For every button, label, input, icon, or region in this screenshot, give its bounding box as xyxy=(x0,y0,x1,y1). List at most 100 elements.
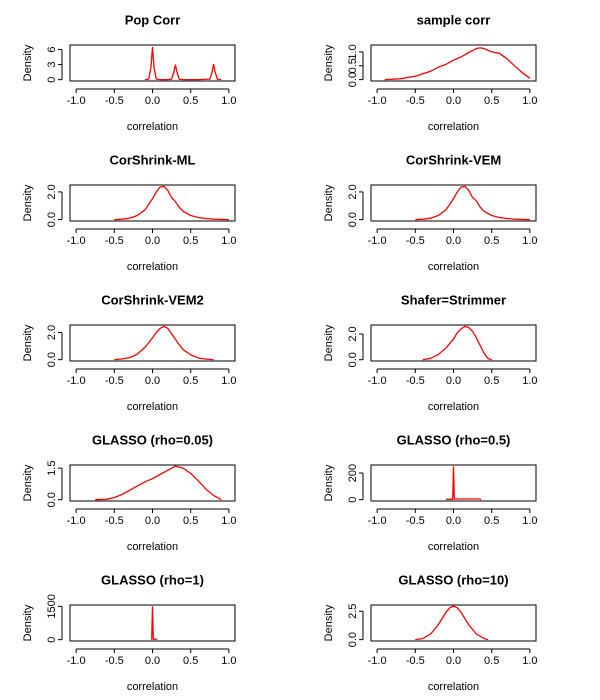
x-axis-label: correlation xyxy=(127,401,178,413)
x-axis-label: correlation xyxy=(127,681,178,693)
chart-title: Shafer=Strimmer xyxy=(401,292,506,307)
x-tick-label: 0.0 xyxy=(145,95,160,107)
x-tick-label: -0.5 xyxy=(406,235,425,247)
plot-box xyxy=(370,44,537,82)
plot-box xyxy=(370,184,537,222)
x-tick-label: 0.0 xyxy=(145,235,160,247)
x-axis-label: correlation xyxy=(428,261,479,273)
x-axis-label: correlation xyxy=(428,121,479,133)
x-tick-label: 0.5 xyxy=(183,375,198,387)
y-axis-label: Density xyxy=(22,604,34,641)
density-line xyxy=(384,47,531,81)
x-axis-label: correlation xyxy=(127,121,178,133)
x-tick-label: -0.5 xyxy=(105,655,124,667)
x-tick-label: -1.0 xyxy=(67,515,86,527)
density-line xyxy=(415,605,489,641)
y-tick-label: 200 xyxy=(347,464,359,482)
x-tick-label: -0.5 xyxy=(105,375,124,387)
x-tick-label: -1.0 xyxy=(67,95,86,107)
x-axis-label: correlation xyxy=(428,401,479,413)
x-tick-label: -0.5 xyxy=(406,515,425,527)
y-tick-label: 6 xyxy=(46,46,58,52)
y-tick-label: 0.0 xyxy=(46,492,58,507)
x-tick-label: 1.0 xyxy=(221,655,236,667)
y-tick-label: 0.0 xyxy=(46,352,58,367)
y-tick-label: 0.0 xyxy=(347,72,359,87)
x-tick-label: 0.0 xyxy=(145,375,160,387)
plot-box xyxy=(69,184,236,222)
x-tick-label: 0.5 xyxy=(484,375,499,387)
x-tick-label: 0.0 xyxy=(446,515,461,527)
chart-title: CorShrink-VEM2 xyxy=(101,292,204,307)
y-axis-label: Density xyxy=(323,184,335,221)
chart-title: CorShrink-VEM xyxy=(406,152,501,167)
density-line xyxy=(422,325,492,361)
chart-title: CorShrink-ML xyxy=(110,152,196,167)
y-axis-label: Density xyxy=(22,44,34,81)
x-tick-label: -1.0 xyxy=(67,375,86,387)
y-axis-label: Density xyxy=(22,324,34,361)
y-tick-label: 2.5 xyxy=(347,604,359,619)
x-tick-label: 0.0 xyxy=(446,655,461,667)
chart-title: sample corr xyxy=(417,12,491,27)
x-tick-label: 0.5 xyxy=(484,515,499,527)
y-tick-label: 0.0 xyxy=(46,212,58,227)
chart-title: GLASSO (rho=0.5) xyxy=(397,432,511,447)
x-axis-label: correlation xyxy=(428,541,479,553)
x-tick-label: 1.0 xyxy=(522,375,537,387)
x-axis-label: correlation xyxy=(127,261,178,273)
x-tick-label: -1.0 xyxy=(67,655,86,667)
density-line xyxy=(95,465,222,501)
y-axis-label: Density xyxy=(22,184,34,221)
plot-box xyxy=(69,464,236,502)
y-tick-label: 0.5 xyxy=(347,58,359,73)
x-tick-label: -0.5 xyxy=(406,95,425,107)
x-tick-label: -0.5 xyxy=(406,655,425,667)
x-tick-label: 1.0 xyxy=(221,95,236,107)
plot-box xyxy=(370,464,537,502)
x-tick-label: 0.5 xyxy=(484,235,499,247)
chart-title: GLASSO (rho=0.05) xyxy=(92,432,213,447)
density-line xyxy=(415,185,530,221)
y-tick-label: 0 xyxy=(46,637,58,643)
y-axis-label: Density xyxy=(323,324,335,361)
x-tick-label: 1.0 xyxy=(522,95,537,107)
chart-title: Pop Corr xyxy=(125,12,181,27)
plot-box xyxy=(69,604,236,642)
y-tick-label: 1500 xyxy=(46,594,58,618)
plot-box xyxy=(370,604,537,642)
x-tick-label: 0.0 xyxy=(446,375,461,387)
x-tick-label: -1.0 xyxy=(368,515,387,527)
plot-box xyxy=(370,324,537,362)
x-tick-label: 0.0 xyxy=(446,95,461,107)
x-tick-label: 0.0 xyxy=(145,515,160,527)
y-axis-label: Density xyxy=(323,44,335,81)
x-axis-label: correlation xyxy=(428,681,479,693)
x-tick-label: 1.0 xyxy=(221,235,236,247)
x-tick-label: 1.0 xyxy=(522,515,537,527)
x-axis-label: correlation xyxy=(127,541,178,553)
density-line xyxy=(114,185,229,221)
x-tick-label: 1.0 xyxy=(221,375,236,387)
y-tick-label: 2.0 xyxy=(347,326,359,341)
x-tick-label: 0.5 xyxy=(183,95,198,107)
x-tick-label: -0.5 xyxy=(105,95,124,107)
chart-title: GLASSO (rho=10) xyxy=(398,572,508,587)
y-tick-label: 0 xyxy=(46,77,58,83)
y-tick-label: 1.5 xyxy=(46,461,58,476)
y-tick-label: 2.0 xyxy=(46,325,58,340)
y-tick-label: 3 xyxy=(46,62,58,68)
y-tick-label: 2.0 xyxy=(46,184,58,199)
y-axis-label: Density xyxy=(323,604,335,641)
x-tick-label: -1.0 xyxy=(368,235,387,247)
x-tick-label: -0.5 xyxy=(105,515,124,527)
x-tick-label: -1.0 xyxy=(67,235,86,247)
chart-title: GLASSO (rho=1) xyxy=(101,572,204,587)
x-tick-label: 0.5 xyxy=(484,95,499,107)
y-tick-label: 2.0 xyxy=(347,184,359,199)
x-tick-label: 1.0 xyxy=(221,515,236,527)
x-tick-label: 0.5 xyxy=(484,655,499,667)
y-tick-label: 0.0 xyxy=(347,352,359,367)
plot-box xyxy=(69,324,236,362)
